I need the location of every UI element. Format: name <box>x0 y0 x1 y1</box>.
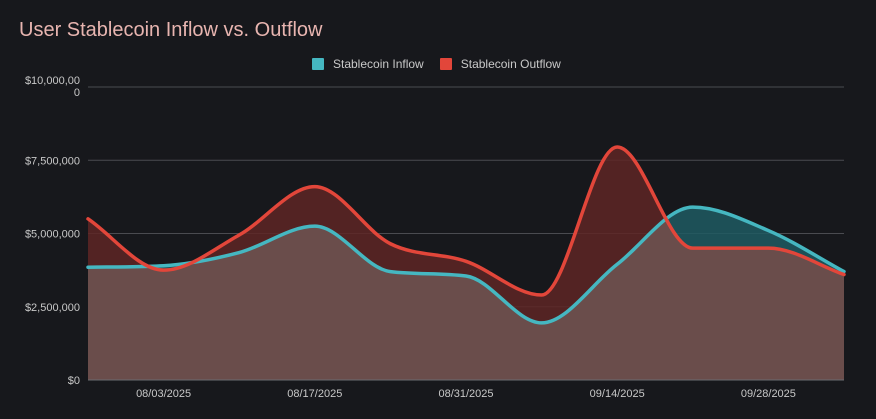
legend-swatch-inflow <box>312 58 324 70</box>
legend-label-outflow: Stablecoin Outflow <box>460 57 561 71</box>
y-tick-label: $0 <box>68 375 80 387</box>
series-line-stablecoin-outflow <box>86 145 846 297</box>
legend-swatch-outflow <box>439 58 452 70</box>
x-tick-label: 09/14/2025 <box>590 388 645 400</box>
legend: Stablecoin Inflow Stablecoin Outflow <box>312 57 577 71</box>
y-tick-label: $7,500,000 <box>25 155 80 167</box>
x-tick-label: 08/03/2025 <box>136 388 191 400</box>
y-tick-label: $5,000,000 <box>25 229 80 241</box>
legend-item-outflow[interactable]: Stablecoin Outflow <box>439 57 561 71</box>
axis-layer: $0 $2,500,000 $5,000,000 $7,500,000 $10,000,… <box>25 75 844 400</box>
y-tick-label: $2,500,000 <box>25 302 80 314</box>
x-tick-label: 09/28/2025 <box>741 388 796 400</box>
series-line-stablecoin-inflow <box>86 205 846 325</box>
legend-item-inflow[interactable]: Stablecoin Inflow <box>312 57 424 71</box>
series-layer <box>86 145 846 380</box>
y-tick-label: $10,000,00 0 <box>25 75 80 99</box>
x-tick-label: 08/31/2025 <box>438 388 493 400</box>
chart-title: User Stablecoin Inflow vs. Outflow <box>19 19 323 41</box>
legend-label-inflow: Stablecoin Inflow <box>333 57 424 71</box>
x-tick-label: 08/17/2025 <box>287 388 342 400</box>
